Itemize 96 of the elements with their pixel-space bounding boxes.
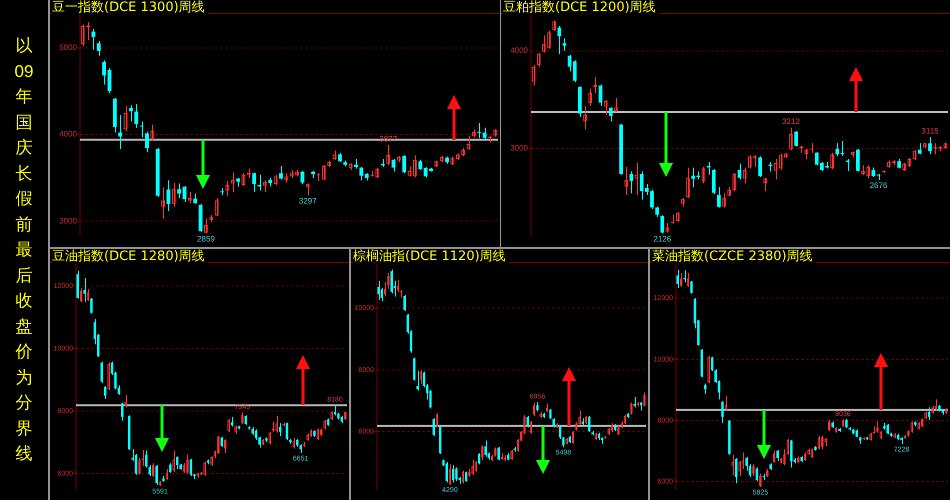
candlestick bbox=[683, 270, 686, 283]
annotation: 3297 bbox=[298, 196, 318, 206]
candlestick bbox=[252, 172, 256, 193]
candlestick bbox=[452, 464, 454, 483]
annotation: 3877 bbox=[379, 134, 398, 144]
chart-title: 以09年国庆长假前最后收盘价为分界线 bbox=[14, 36, 34, 464]
candlestick bbox=[549, 408, 552, 420]
candlestick bbox=[244, 414, 248, 426]
candlestick bbox=[886, 424, 889, 435]
y-tick-label: 3000 bbox=[510, 144, 529, 153]
candlestick bbox=[455, 467, 458, 482]
candlestick bbox=[768, 162, 772, 172]
candlestick bbox=[758, 156, 762, 178]
candlestick bbox=[526, 415, 529, 428]
candlestick bbox=[790, 439, 793, 468]
candlestick bbox=[100, 361, 103, 384]
candlestick bbox=[660, 214, 664, 234]
candlestick bbox=[278, 422, 282, 436]
y-tick-label: 4000 bbox=[510, 46, 529, 56]
candlestick bbox=[155, 464, 158, 486]
candlestick bbox=[104, 386, 106, 400]
candlestick bbox=[354, 158, 358, 170]
candlestick bbox=[76, 270, 79, 299]
candlestick bbox=[446, 462, 448, 483]
y-tick-label: 5000 bbox=[59, 43, 78, 52]
candlestick bbox=[392, 158, 396, 172]
candlestick bbox=[464, 471, 468, 482]
candlestick bbox=[134, 453, 138, 476]
candlestick bbox=[738, 163, 742, 180]
candlestick bbox=[140, 121, 144, 138]
annotation: 3212 bbox=[782, 116, 800, 126]
candlestick bbox=[756, 466, 758, 482]
candlestick bbox=[928, 406, 930, 420]
candlestick bbox=[608, 106, 613, 122]
candlestick bbox=[254, 429, 258, 440]
candlestick bbox=[432, 418, 435, 436]
candlestick bbox=[776, 450, 779, 462]
candlestick bbox=[856, 148, 860, 172]
candlestick bbox=[279, 166, 283, 180]
candlestick bbox=[478, 452, 480, 465]
candlestick bbox=[334, 404, 336, 416]
candlestick bbox=[717, 186, 721, 208]
candlestick bbox=[794, 130, 798, 148]
candlestick bbox=[416, 370, 419, 392]
candlestick bbox=[413, 357, 416, 381]
candlestick bbox=[745, 456, 748, 472]
chart-title: 豆一指数(DCE 1300)周线 bbox=[52, 0, 208, 15]
candlestick bbox=[897, 158, 901, 169]
annotation: 2676 bbox=[870, 181, 888, 190]
candlestick bbox=[655, 206, 659, 218]
candlestick bbox=[121, 402, 124, 422]
candlestick bbox=[258, 174, 262, 191]
candlestick bbox=[704, 383, 707, 394]
candlestick bbox=[83, 278, 86, 302]
chart-title: 棕榈油指(DCE 1120)周线 bbox=[353, 249, 509, 264]
candlestick bbox=[588, 415, 590, 432]
candlestick bbox=[176, 456, 178, 470]
candlestick bbox=[286, 422, 288, 440]
candlestick bbox=[721, 400, 724, 424]
candlestick bbox=[846, 158, 850, 172]
candlestick bbox=[190, 458, 192, 476]
y-tick-label: 3000 bbox=[59, 216, 78, 226]
candlestick bbox=[338, 152, 342, 163]
annotation: 2126 bbox=[653, 234, 672, 244]
annotation: 2859 bbox=[197, 234, 216, 244]
candlestick bbox=[630, 171, 634, 194]
candlestick bbox=[128, 104, 133, 122]
chart-title: 豆粕指数(DCE 1200)周线 bbox=[503, 0, 659, 15]
candlestick bbox=[390, 269, 393, 294]
candlestick bbox=[145, 131, 149, 153]
annotation: 3115 bbox=[921, 126, 940, 136]
chart-title: 菜油指数(CZCE 2380)周线 bbox=[652, 249, 816, 264]
candlestick bbox=[169, 462, 172, 474]
chart-title: 豆油指数(DCE 1280)周线 bbox=[52, 249, 208, 264]
candlestick bbox=[633, 396, 636, 408]
candlestick bbox=[230, 416, 234, 427]
candlestick bbox=[928, 136, 932, 155]
candlestick bbox=[134, 104, 138, 128]
candlestick bbox=[96, 40, 101, 56]
candlestick bbox=[166, 180, 170, 212]
candlestick bbox=[712, 168, 716, 195]
candlestick bbox=[735, 457, 738, 484]
candlestick bbox=[536, 402, 539, 412]
candlestick bbox=[706, 162, 710, 176]
candlestick bbox=[91, 28, 96, 50]
candlestick bbox=[402, 154, 406, 174]
y-tick-label: 4000 bbox=[59, 130, 78, 139]
candlestick bbox=[90, 297, 93, 314]
candlestick bbox=[557, 26, 562, 55]
candlestick bbox=[220, 436, 224, 448]
candlestick bbox=[598, 84, 602, 106]
candlestick bbox=[377, 280, 380, 300]
candlestick bbox=[562, 38, 566, 52]
candlestick bbox=[918, 142, 922, 155]
candlestick bbox=[300, 170, 304, 185]
candlestick bbox=[676, 269, 679, 289]
